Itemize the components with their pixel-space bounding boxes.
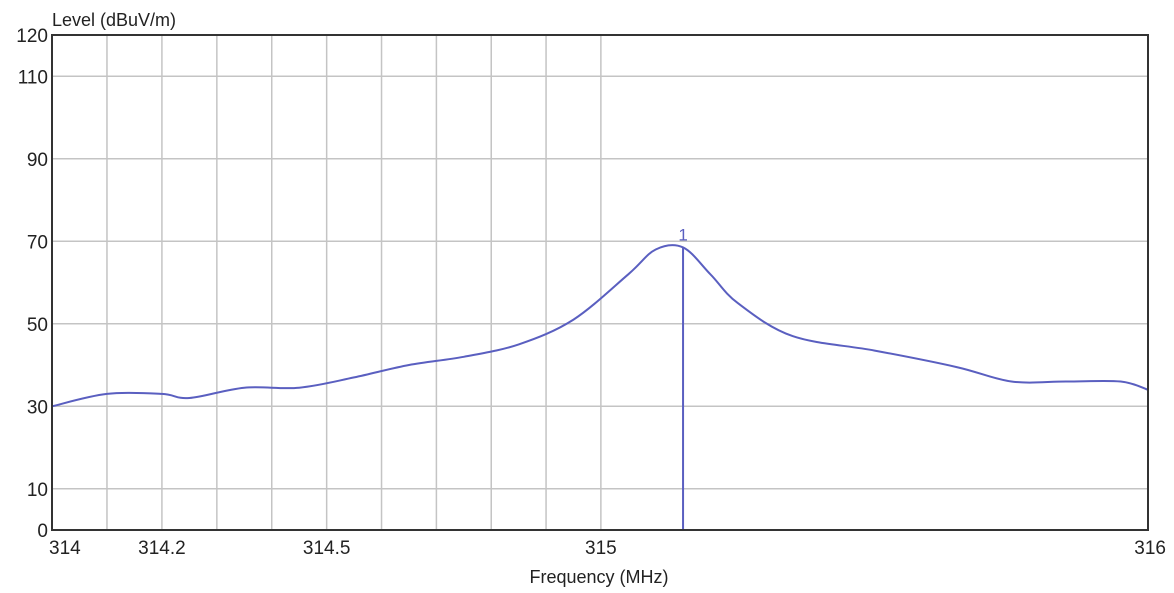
plot-frame <box>51 34 1149 531</box>
y-tick-label: 30 <box>27 397 48 418</box>
x-tick-label: 314.2 <box>138 538 186 559</box>
x-axis-title: Frequency (MHz) <box>529 567 668 587</box>
grid-layer <box>52 35 1148 530</box>
x-tick-label: 314 <box>49 538 81 559</box>
x-tick-label: 314.5 <box>303 538 351 559</box>
y-tick-label: 50 <box>27 315 48 336</box>
y-tick-label: 90 <box>27 150 48 171</box>
y-axis-title: Level (dBuV/m) <box>52 10 176 30</box>
level-trace-line <box>51 244 1149 408</box>
x-tick-label: 316 <box>1134 538 1166 559</box>
tick-layer: 0 10 30 50 70 90 110 120 314 314.2 314.5 315 316 <box>16 26 1166 559</box>
x-tick-label: 315 <box>585 538 617 559</box>
y-tick-label: 0 <box>37 521 48 542</box>
series-layer <box>51 244 1149 408</box>
marker-layer: 1 <box>678 225 688 530</box>
y-tick-label: 70 <box>27 232 48 253</box>
y-tick-label: 120 <box>16 26 48 47</box>
y-tick-label: 110 <box>18 67 48 88</box>
marker-label: 1 <box>678 225 687 244</box>
y-tick-label: 10 <box>27 480 48 501</box>
